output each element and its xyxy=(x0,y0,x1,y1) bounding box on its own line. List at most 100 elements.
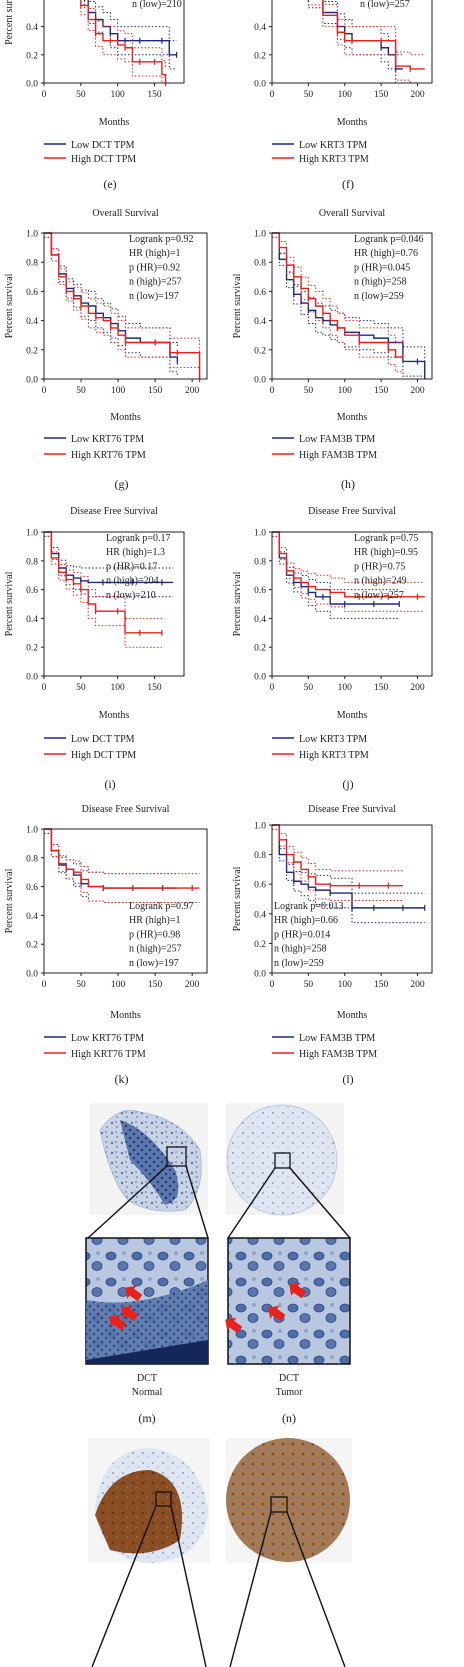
zoom-box-m xyxy=(166,1146,187,1167)
plot-frame xyxy=(271,0,433,84)
y-tick-label: 1.0 xyxy=(26,529,38,539)
legend-label: Low DCT TPM xyxy=(71,734,135,745)
ci-lower-line xyxy=(272,828,425,924)
stat-text: p (HR)=0.92 xyxy=(129,262,180,273)
ihc-caption-n-line1: DCT xyxy=(279,1373,299,1384)
stat-text: HR (high)=1 xyxy=(129,915,180,926)
y-tick-label: 0.6 xyxy=(26,586,38,596)
legend-label: Low KRT3 TPM xyxy=(299,140,367,151)
chart-title: Disease Free Survival xyxy=(308,506,396,517)
chart-title: Overall Survival xyxy=(92,208,159,219)
y-axis-label: Percent survival xyxy=(4,273,15,338)
ihc-panel-m-overview xyxy=(90,1103,208,1215)
y-tick-label: 0.4 xyxy=(254,317,266,327)
stat-text: n (high)=257 xyxy=(129,944,182,955)
stat-text: n (high)=204 xyxy=(106,576,159,587)
series-high xyxy=(307,0,425,84)
ci-lower-line xyxy=(272,828,403,901)
stat-text: Logrank p=0.92 xyxy=(129,234,194,245)
ihc-panel-o-overview xyxy=(88,1438,210,1563)
ci-lower-line xyxy=(44,832,178,903)
x-tick-label: 150 xyxy=(374,980,389,990)
survival-curve xyxy=(272,824,425,909)
survival-chart-i: Disease Free Survival 0.0 0.2 0.4 0.6 0.8 1.0 0… xyxy=(4,506,185,791)
x-axis-label: Months xyxy=(337,117,368,128)
y-tick-label: 0.2 xyxy=(254,51,266,61)
legend-label: Low KRT76 TPM xyxy=(71,1033,144,1044)
ihc-caption-n-line2: Tumor xyxy=(276,1387,304,1398)
y-tick-label: 0.0 xyxy=(26,80,38,90)
y-axis-label: Percent survival xyxy=(4,868,15,933)
zoom-box-n xyxy=(274,1152,291,1169)
y-tick-label: 1.0 xyxy=(26,826,38,836)
x-tick-label: 50 xyxy=(76,980,86,990)
legend-label: Low KRT76 TPM xyxy=(71,434,144,445)
epithelium-layer xyxy=(120,1120,179,1205)
y-tick-label: 0.8 xyxy=(26,854,38,864)
y-tick-label: 1.0 xyxy=(254,529,266,539)
series-low xyxy=(44,828,178,903)
survival-chart-g: Overall Survival 0.0 0.2 0.4 0.6 0.8 1.0 0 50 100… xyxy=(4,208,208,491)
stat-text: Logrank p=0.17 xyxy=(106,533,171,544)
plot-frame xyxy=(271,824,433,974)
ci-lower-line xyxy=(80,0,166,84)
y-tick-label: 0.8 xyxy=(26,557,38,567)
y-tick-label: 0.2 xyxy=(26,941,38,951)
stat-text: n (high)=249 xyxy=(354,576,407,587)
ci-lower-line xyxy=(307,0,425,84)
y-tick-label: 0.6 xyxy=(254,881,266,891)
panel-label-l: (l) xyxy=(342,1072,353,1086)
x-tick-label: 0 xyxy=(42,386,47,396)
series-high xyxy=(272,531,425,612)
x-axis-label: Months xyxy=(110,412,141,423)
stat-text: n (high)=258 xyxy=(354,277,407,288)
x-tick-label: 200 xyxy=(185,980,200,990)
survival-chart-l: Disease Free Survival 0.0 0.2 0.4 0.6 0.8 1.0 0… xyxy=(232,804,433,1086)
series-low xyxy=(83,0,178,70)
y-tick-label: 0.8 xyxy=(254,557,266,567)
series-high xyxy=(272,232,404,373)
y-tick-label: 0.4 xyxy=(26,317,38,327)
x-tick-label: 200 xyxy=(410,683,425,693)
y-tick-label: 0.4 xyxy=(26,615,38,625)
stat-text: n (high)=257 xyxy=(129,277,182,288)
legend-label: High KRT3 TPM xyxy=(299,154,369,165)
x-tick-label: 150 xyxy=(148,386,163,396)
x-tick-label: 100 xyxy=(111,980,126,990)
x-tick-label: 100 xyxy=(111,386,126,396)
stat-text: n (low)=197 xyxy=(129,291,179,302)
y-tick-label: 0.6 xyxy=(26,288,38,298)
stat-text: HR (high)=1 xyxy=(129,248,180,259)
x-tick-label: 0 xyxy=(42,683,47,693)
y-tick-label: 0.4 xyxy=(254,23,266,33)
x-tick-label: 0 xyxy=(270,683,275,693)
panel-label-f: (f) xyxy=(342,177,354,191)
y-tick-label: 0.8 xyxy=(26,259,38,269)
series-high xyxy=(44,828,200,903)
x-tick-label: 0 xyxy=(270,980,275,990)
x-tick-label: 200 xyxy=(410,980,425,990)
arrow-icon xyxy=(125,1285,143,1302)
ci-upper-line xyxy=(272,824,425,894)
x-tick-label: 200 xyxy=(185,386,200,396)
chart-title: Disease Free Survival xyxy=(82,804,170,815)
arrow-icon xyxy=(289,1282,307,1299)
survival-curve xyxy=(44,531,162,634)
x-axis-label: Months xyxy=(337,412,368,423)
y-tick-label: 0.2 xyxy=(26,346,38,356)
ci-lower-line xyxy=(44,832,200,903)
plot-frame xyxy=(43,828,208,974)
legend-label: High KRT3 TPM xyxy=(299,750,369,761)
tissue-core-tumor xyxy=(226,1104,338,1216)
stat-text: n (low)=210 xyxy=(106,590,156,601)
y-tick-label: 0.6 xyxy=(254,586,266,596)
arrow-icon xyxy=(268,1305,286,1322)
y-tick-label: 1.0 xyxy=(254,822,266,832)
y-axis-label: Percent survival xyxy=(4,0,15,45)
survival-curve xyxy=(80,0,167,83)
y-tick-label: 0.2 xyxy=(26,644,38,654)
stained-tissue xyxy=(95,1470,182,1554)
stat-text: n (low)=257 xyxy=(360,0,410,10)
legend-label: High KRT76 TPM xyxy=(71,450,146,461)
